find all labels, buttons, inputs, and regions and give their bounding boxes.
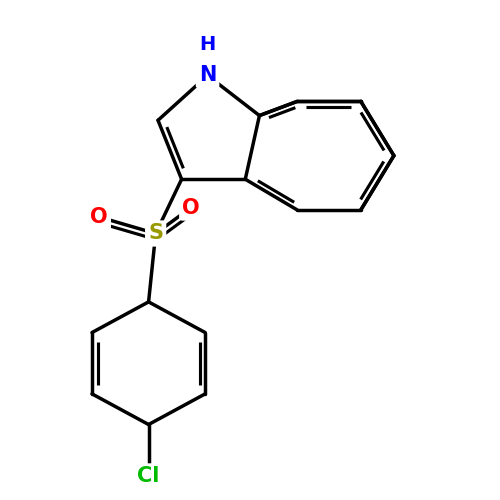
Text: H: H bbox=[200, 36, 216, 54]
Text: S: S bbox=[148, 224, 163, 244]
Text: O: O bbox=[182, 198, 200, 218]
Text: Cl: Cl bbox=[138, 466, 160, 486]
Text: N: N bbox=[199, 66, 216, 86]
Text: O: O bbox=[90, 207, 108, 227]
